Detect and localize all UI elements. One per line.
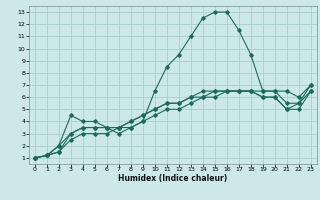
X-axis label: Humidex (Indice chaleur): Humidex (Indice chaleur) [118, 174, 228, 183]
